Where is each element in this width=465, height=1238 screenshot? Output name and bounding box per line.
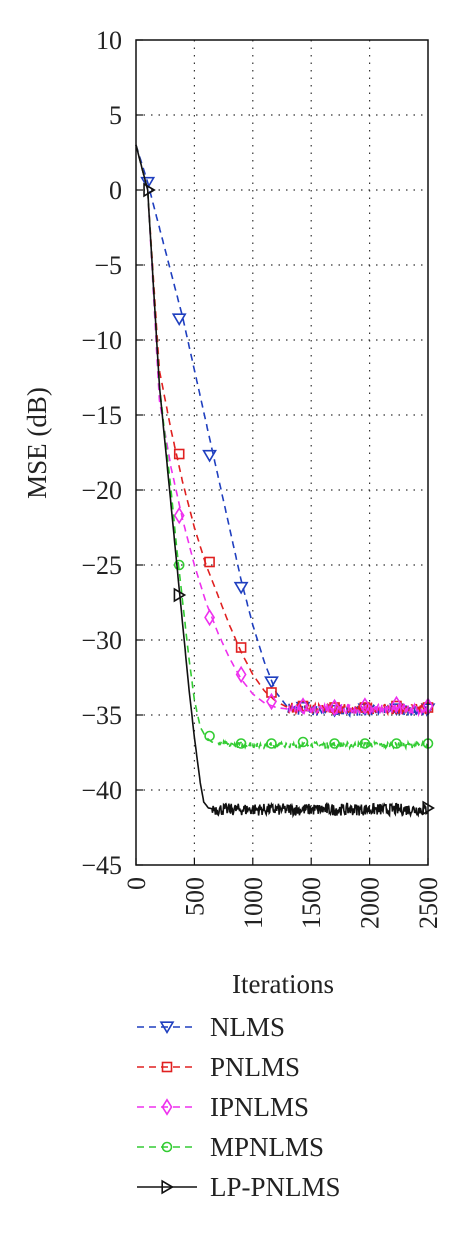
series-line <box>135 144 429 718</box>
series-line <box>135 144 429 717</box>
data-point <box>391 738 402 749</box>
legend-label: IPNLMS <box>210 1092 309 1122</box>
data-point <box>235 738 247 749</box>
y-tick-label: −10 <box>81 326 122 355</box>
legend-item: MPNLMS <box>137 1132 324 1162</box>
legend-label: NLMS <box>210 1012 285 1042</box>
x-tick-label: 1000 <box>239 877 268 929</box>
legend: NLMS PNLMS IPNLMS MPNLMS LP-PNLMS <box>137 1012 341 1202</box>
y-axis-label: MSE (dB) <box>22 387 52 499</box>
y-tick-label: −15 <box>81 401 122 430</box>
legend-item: LP-PNLMS <box>137 1172 341 1202</box>
y-tick-label: 0 <box>109 176 122 205</box>
data-point <box>140 176 156 190</box>
x-tick-label: 500 <box>180 877 209 916</box>
series-line <box>135 144 429 718</box>
data-point <box>359 738 371 749</box>
data-point <box>329 738 340 749</box>
series-lp-pnlms <box>135 144 435 819</box>
legend-marker <box>161 1098 173 1116</box>
data-point <box>264 676 279 689</box>
series-ipnlms <box>135 144 434 718</box>
legend-label: LP-PNLMS <box>210 1172 341 1202</box>
y-tick-label: −5 <box>94 251 122 280</box>
series-pnlms <box>135 144 434 717</box>
y-tick-label: −40 <box>81 776 122 805</box>
data-point <box>143 182 156 198</box>
data-point <box>329 698 341 717</box>
y-tick-label: −45 <box>81 851 122 880</box>
series-line <box>135 144 429 819</box>
data-point <box>204 730 215 742</box>
data-point <box>266 738 277 749</box>
data-point <box>171 313 187 326</box>
data-point <box>204 556 215 568</box>
y-tick-label: −25 <box>81 551 122 580</box>
plot-frame <box>135 39 429 866</box>
y-tick-label: −35 <box>81 701 122 730</box>
data-point <box>235 665 247 684</box>
legend-label: MPNLMS <box>210 1132 324 1162</box>
series-mpnlms <box>135 144 434 752</box>
x-axis-label: Iterations <box>232 969 334 999</box>
legend-label: PNLMS <box>210 1052 300 1082</box>
x-tick-label: 2000 <box>356 877 385 929</box>
legend-marker <box>161 1061 173 1073</box>
data-point <box>391 695 402 714</box>
legend-marker <box>161 1179 174 1195</box>
data-point <box>266 692 277 711</box>
legend-item: IPNLMS <box>137 1092 309 1122</box>
y-tick-label: −30 <box>81 626 122 655</box>
series-line <box>135 144 429 752</box>
data-point <box>297 697 309 715</box>
data-point <box>266 687 277 698</box>
legend-item: NLMS <box>137 1012 285 1042</box>
data-point <box>173 448 185 460</box>
data-point <box>235 642 247 653</box>
data-point <box>204 608 216 627</box>
data-point <box>173 559 185 571</box>
series-layer <box>135 144 436 819</box>
data-point <box>202 449 217 463</box>
x-tick-label: 1500 <box>297 877 326 929</box>
legend-marker <box>159 1021 175 1034</box>
series-nlms <box>135 144 436 718</box>
x-tick-label: 2500 <box>414 877 443 929</box>
y-tick-label: 10 <box>96 26 122 55</box>
y-tick-label: −20 <box>81 476 122 505</box>
legend-item: PNLMS <box>137 1052 300 1082</box>
data-point <box>173 587 187 603</box>
grid <box>136 40 428 865</box>
data-point <box>233 581 249 595</box>
legend-marker <box>161 1141 173 1153</box>
data-point <box>359 697 371 715</box>
data-point <box>173 506 185 525</box>
x-tick-label: 0 <box>122 877 151 890</box>
y-tick-label: 5 <box>109 101 122 130</box>
data-point <box>297 736 309 748</box>
